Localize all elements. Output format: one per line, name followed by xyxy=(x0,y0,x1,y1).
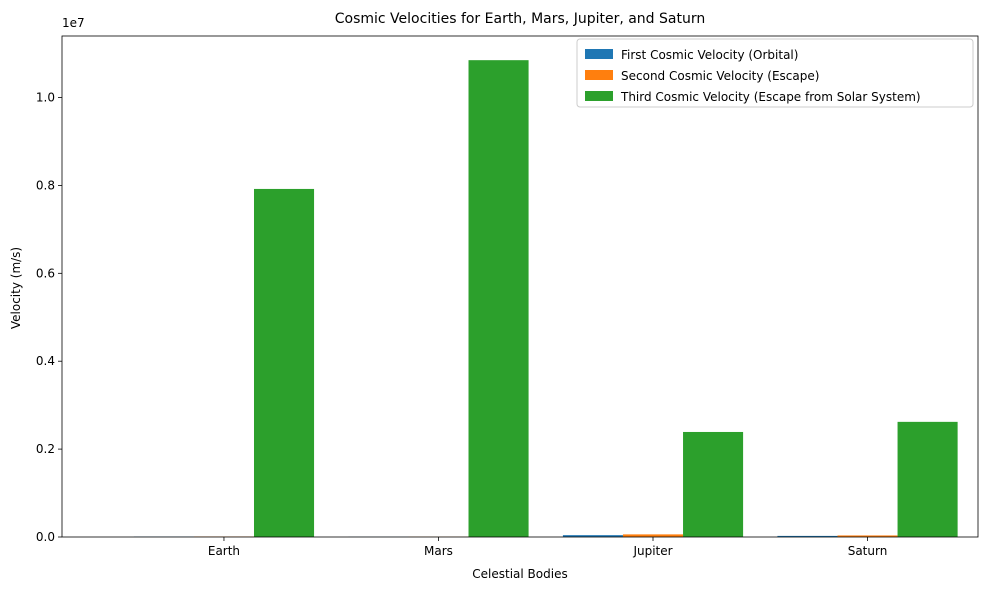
legend-swatch xyxy=(585,70,613,80)
bar-third-cosmic-earth xyxy=(253,188,315,538)
x-tick-label: Saturn xyxy=(848,544,888,558)
bar-second-cosmic-jupiter xyxy=(622,534,684,537)
y-tick-label: 0.8 xyxy=(36,178,55,192)
bar-third-cosmic-saturn xyxy=(897,421,958,537)
y-axis-label: Velocity (m/s) xyxy=(9,247,23,329)
y-ticks-group: 0.0 0.2 0.4 0.6 0.8 1.0 xyxy=(36,91,62,544)
legend-label: Second Cosmic Velocity (Escape) xyxy=(621,69,819,83)
x-tick-label: Jupiter xyxy=(632,544,672,558)
y-axis-offset-label: 1e7 xyxy=(62,16,85,30)
y-tick-label: 0.0 xyxy=(36,530,55,544)
bar-first-cosmic-jupiter xyxy=(562,535,623,537)
legend-label: First Cosmic Velocity (Orbital) xyxy=(621,48,798,62)
x-tick-label: Earth xyxy=(208,544,240,558)
plot-frame xyxy=(61,35,979,538)
bar-third-cosmic-mars xyxy=(468,60,529,537)
legend-box xyxy=(576,38,974,108)
chart-title: Cosmic Velocities for Earth, Mars, Jupit… xyxy=(335,11,705,27)
bar-third-cosmic-jupiter xyxy=(683,431,744,537)
x-ticks-group: Earth Mars Jupiter Saturn xyxy=(208,537,887,558)
legend-swatch xyxy=(585,91,613,101)
y-tick-label: 0.6 xyxy=(36,266,55,280)
legend-label: Third Cosmic Velocity (Escape from Solar… xyxy=(620,90,921,104)
bars-group xyxy=(133,60,958,538)
bar-second-cosmic-saturn xyxy=(837,535,898,537)
x-axis-label: Celestial Bodies xyxy=(472,567,567,581)
legend-swatch xyxy=(585,49,613,59)
y-tick-label: 0.4 xyxy=(36,354,55,368)
x-tick-label: Mars xyxy=(424,544,453,558)
y-tick-label: 0.2 xyxy=(36,442,55,456)
legend: First Cosmic Velocity (Orbital) Second Co… xyxy=(576,38,974,108)
y-tick-label: 1.0 xyxy=(36,91,55,105)
bar-first-cosmic-saturn xyxy=(777,535,838,537)
